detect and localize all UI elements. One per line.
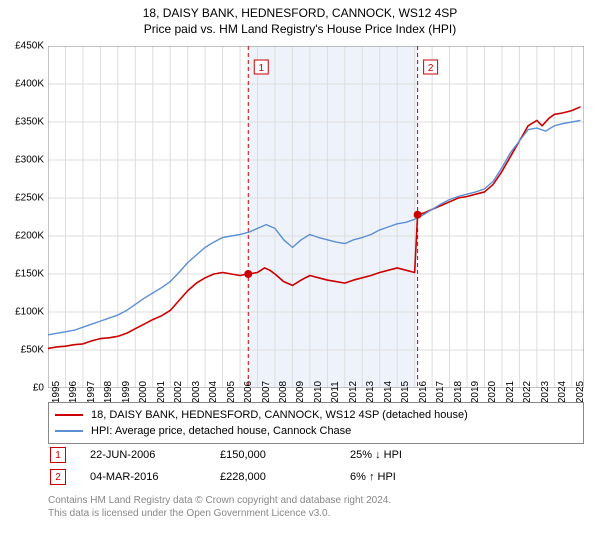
x-tick-label: 2019: [470, 381, 481, 403]
x-tick-label: 2018: [453, 381, 464, 403]
footer-attribution: Contains HM Land Registry data © Crown c…: [48, 494, 391, 520]
chart-container: 18, DAISY BANK, HEDNESFORD, CANNOCK, WS1…: [0, 0, 600, 560]
sale-delta: 6% ↑ HPI: [350, 471, 480, 483]
legend-item: HPI: Average price, detached house, Cann…: [55, 423, 577, 439]
x-tick-label: 2017: [435, 381, 446, 403]
x-tick-label: 1999: [121, 381, 132, 403]
y-tick-label: £450K: [15, 41, 44, 52]
svg-text:2: 2: [428, 63, 434, 74]
x-tick-label: 1995: [51, 381, 62, 403]
x-tick-label: 2002: [173, 381, 184, 403]
sale-marker-badge: 1: [50, 447, 66, 463]
plot-area: 12: [48, 46, 584, 388]
sale-date: 22-JUN-2006: [90, 449, 220, 461]
legend-item: 18, DAISY BANK, HEDNESFORD, CANNOCK, WS1…: [55, 407, 577, 423]
x-tick-label: 1997: [86, 381, 97, 403]
x-tick-label: 2003: [191, 381, 202, 403]
x-tick-label: 1998: [103, 381, 114, 403]
legend-label: HPI: Average price, detached house, Cann…: [91, 425, 351, 437]
sale-marker-row: 2 04-MAR-2016 £228,000 6% ↑ HPI: [48, 466, 584, 488]
footer-line: This data is licensed under the Open Gov…: [48, 507, 391, 520]
sale-marker-row: 1 22-JUN-2006 £150,000 25% ↓ HPI: [48, 444, 584, 466]
x-tick-label: 2001: [156, 381, 167, 403]
chart-svg: 12: [48, 46, 584, 388]
y-tick-label: £200K: [15, 231, 44, 242]
footer-line: Contains HM Land Registry data © Crown c…: [48, 494, 391, 507]
x-tick-label: 2022: [522, 381, 533, 403]
y-tick-label: £350K: [15, 117, 44, 128]
sale-delta: 25% ↓ HPI: [350, 449, 480, 461]
x-tick-label: 2012: [348, 381, 359, 403]
x-tick-label: 2013: [365, 381, 376, 403]
x-tick-label: 2007: [261, 381, 272, 403]
x-tick-label: 2006: [243, 381, 254, 403]
y-tick-label: £400K: [15, 79, 44, 90]
sale-marker-badge: 2: [50, 469, 66, 485]
y-tick-label: £0: [33, 383, 44, 394]
x-tick-label: 2000: [138, 381, 149, 403]
x-tick-label: 2015: [400, 381, 411, 403]
x-tick-label: 2005: [226, 381, 237, 403]
chart-title-sub: Price paid vs. HM Land Registry's House …: [0, 22, 600, 36]
legend-swatch: [55, 414, 83, 416]
chart-titles: 18, DAISY BANK, HEDNESFORD, CANNOCK, WS1…: [0, 0, 600, 36]
x-tick-label: 2020: [487, 381, 498, 403]
legend: 18, DAISY BANK, HEDNESFORD, CANNOCK, WS1…: [48, 402, 584, 444]
x-tick-label: 2023: [540, 381, 551, 403]
x-tick-label: 1996: [68, 381, 79, 403]
x-tick-label: 2009: [295, 381, 306, 403]
x-tick-label: 2021: [505, 381, 516, 403]
sale-date: 04-MAR-2016: [90, 471, 220, 483]
y-tick-label: £300K: [15, 155, 44, 166]
y-tick-label: £250K: [15, 193, 44, 204]
svg-text:1: 1: [258, 63, 264, 74]
x-tick-label: 2008: [278, 381, 289, 403]
sale-price: £150,000: [220, 449, 350, 461]
x-tick-label: 2025: [575, 381, 586, 403]
x-tick-label: 2004: [208, 381, 219, 403]
x-tick-label: 2024: [557, 381, 568, 403]
y-tick-label: £100K: [15, 307, 44, 318]
chart-title-address: 18, DAISY BANK, HEDNESFORD, CANNOCK, WS1…: [0, 6, 600, 20]
x-tick-label: 2014: [383, 381, 394, 403]
sale-marker-table: 1 22-JUN-2006 £150,000 25% ↓ HPI 2 04-MA…: [48, 444, 584, 488]
x-tick-label: 2010: [313, 381, 324, 403]
legend-swatch: [55, 430, 83, 432]
y-tick-label: £150K: [15, 269, 44, 280]
y-tick-label: £50K: [21, 345, 44, 356]
x-tick-label: 2016: [418, 381, 429, 403]
x-tick-label: 2011: [330, 381, 341, 403]
legend-label: 18, DAISY BANK, HEDNESFORD, CANNOCK, WS1…: [91, 409, 468, 421]
sale-price: £228,000: [220, 471, 350, 483]
